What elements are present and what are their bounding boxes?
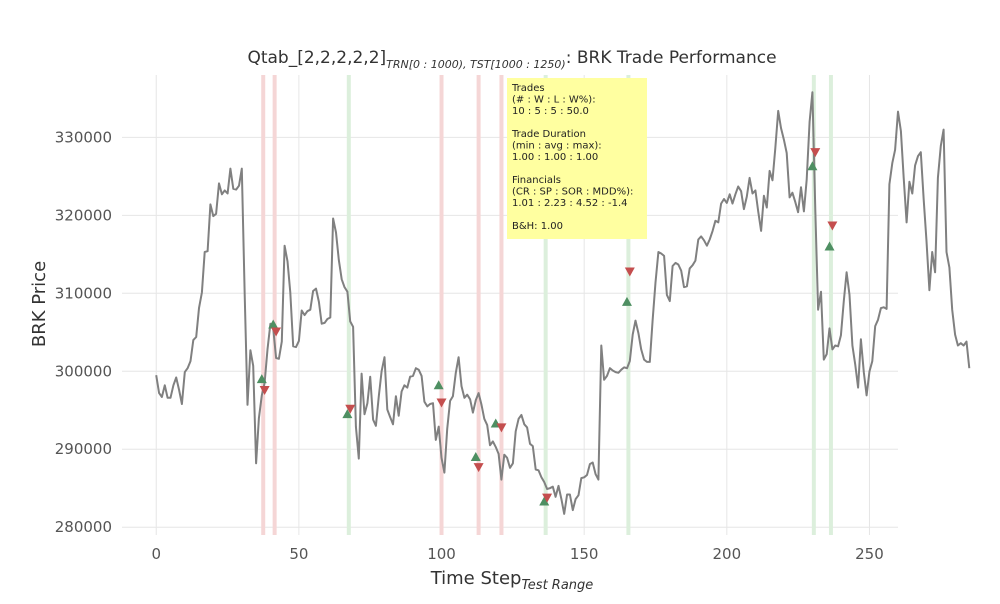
y-tick-label: 310000: [55, 284, 112, 302]
y-tick-label: 320000: [55, 206, 112, 224]
tick-labels: 0 50 100 150 200 250 280000 290000 300000 310000 3…: [55, 128, 884, 563]
x-tick-label: 200: [713, 545, 742, 563]
buy-marker: [268, 319, 279, 329]
trade-stats-line: (CR : SP : SOR : MDD%):: [512, 187, 633, 198]
sell-span: [439, 75, 444, 535]
buy-marker: [539, 496, 550, 506]
sell-marker: [436, 398, 447, 408]
x-axis-title-subscript: Test Range: [521, 578, 593, 593]
x-tick-label: 250: [855, 545, 884, 563]
trade-stats-line: Financials: [512, 175, 561, 186]
buy-span: [543, 75, 548, 535]
y-tick-label: 330000: [55, 128, 112, 146]
x-axis-title-main: Time Step: [430, 568, 522, 589]
sell-marker: [473, 463, 484, 473]
sell-marker: [345, 404, 356, 414]
x-tick-label: 150: [570, 545, 599, 563]
chart-title-pre: Qtab_[2,2,2,2,2]: [247, 48, 386, 68]
buy-marker: [433, 380, 444, 390]
buy-span: [828, 75, 833, 535]
y-tick-label: 300000: [55, 362, 112, 380]
sell-span: [272, 75, 277, 535]
trade-stats-box-background: [507, 78, 647, 239]
trade-stats-line: (# : W : L : W%):: [512, 95, 596, 106]
y-tick-label: 280000: [55, 518, 112, 536]
y-tick-label: 290000: [55, 440, 112, 458]
trade-stats-line: 1.01 : 2.23 : 4.52 : -1.4: [512, 198, 628, 209]
sell-marker: [271, 327, 282, 337]
chart-title-subscript: TRN[0 : 1000), TST[1000 : 1250): [386, 58, 566, 71]
sell-span: [499, 75, 504, 535]
buy-marker: [807, 161, 818, 171]
trade-stats-line: 1.00 : 1.00 : 1.00: [512, 152, 598, 163]
trade-stats-line: (min : avg : max):: [512, 141, 602, 152]
trade-stats-line: Trade Duration: [511, 129, 586, 140]
buy-marker: [342, 409, 353, 419]
buy-marker: [470, 452, 481, 462]
y-axis-title: BRK Price: [29, 261, 50, 347]
price-series: [155, 91, 971, 515]
trade-markers: [256, 148, 838, 506]
trade-stats-line: Trades: [511, 83, 545, 94]
trade-stats-box: Trades(# : W : L : W%):10 : 5 : 5 : 50.0…: [507, 78, 647, 239]
x-tick-label: 100: [427, 545, 456, 563]
sell-marker: [810, 148, 821, 158]
chart-title: Qtab_[2,2,2,2,2]TRN[0 : 1000), TST[1000 …: [247, 48, 776, 71]
buy-span: [811, 75, 816, 535]
sell-span: [261, 75, 266, 535]
x-tick-label: 0: [151, 545, 161, 563]
sell-span: [476, 75, 481, 535]
x-tick-label: 50: [289, 545, 308, 563]
buy-marker: [824, 241, 835, 251]
sell-marker: [827, 221, 838, 231]
buy-marker: [621, 296, 632, 306]
sell-marker: [542, 493, 553, 503]
sell-marker: [496, 423, 507, 433]
price-line: [155, 91, 971, 515]
chart-title-post: : BRK Trade Performance: [566, 48, 777, 68]
buy-marker: [256, 374, 267, 384]
x-axis-title: Time StepTest Range: [430, 568, 594, 593]
sell-marker: [624, 267, 635, 277]
trade-stats-line: B&H: 1.00: [512, 221, 563, 232]
sell-marker: [259, 385, 270, 395]
trade-stats-line: 10 : 5 : 5 : 50.0: [512, 106, 589, 117]
